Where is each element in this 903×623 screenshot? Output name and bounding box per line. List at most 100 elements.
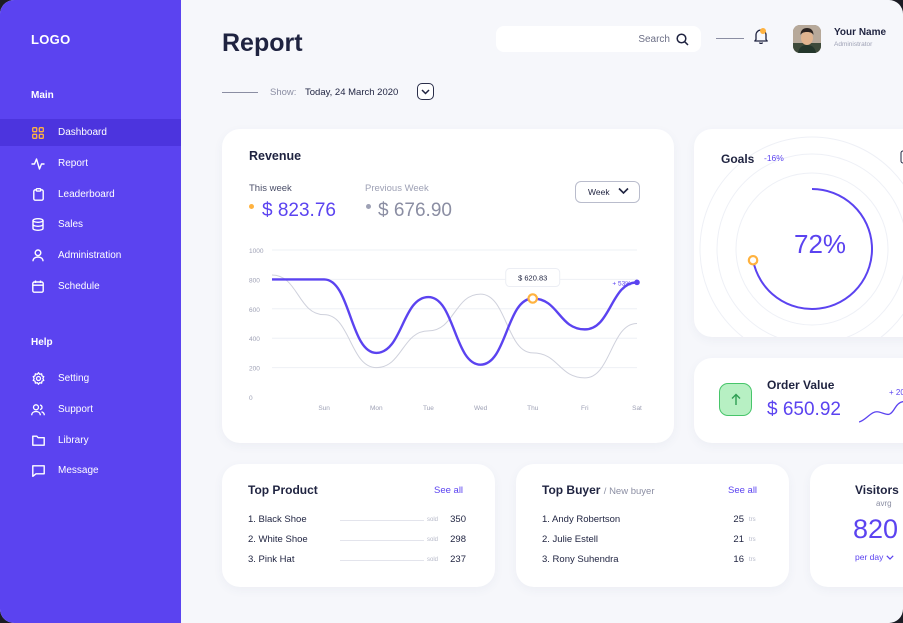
x-tick-label: Mon [370,405,383,412]
top-product-title: Top Product [248,483,318,497]
tooltip-value: $ 620.83 [518,274,547,283]
goals-background-rings [699,136,903,337]
list-item: 3. Pink Hat [248,554,295,565]
tooltip-box [505,268,561,288]
sidebar-item-administration[interactable]: Administration [0,242,181,269]
date-dropdown-button[interactable] [417,83,434,100]
x-tick-label: Fri [581,405,589,412]
sidebar: LOGO Main Dashboard Report Leaderboard S… [0,0,181,623]
row-divider [340,540,424,541]
users-icon [31,403,45,417]
sidebar-item-label: Setting [58,373,90,384]
sidebar-item-library[interactable]: Library [0,427,181,454]
row-unit: trs [749,557,756,563]
row-unit: sold [427,557,439,563]
visitors-subtitle: avrg [876,499,892,508]
top-product-see-all-link[interactable]: See all [434,485,464,496]
order-value-delta: + 20 [889,388,903,397]
row-divider [340,520,424,521]
goals-title: Goals [721,152,755,166]
goals-progress-ring [747,188,873,310]
sidebar-item-label: Leaderboard [58,189,115,200]
y-tick-label: 200 [249,366,260,373]
sidebar-item-message[interactable]: Message [0,457,181,484]
order-sparkline [859,401,903,423]
grid-icon [31,126,45,140]
user-name[interactable]: Your Name [834,27,887,38]
y-tick-label: 1000 [249,248,264,255]
row-value: 16 [733,554,744,565]
previous-week-legend-dot [366,204,371,209]
row-unit: sold [427,537,439,543]
chevron-down-icon [886,555,894,560]
arrow-up-icon [719,383,752,416]
visitors-title: Visitors [855,483,899,497]
y-tick-label: 600 [249,307,260,314]
sidebar-item-label: Sales [58,219,84,230]
sidebar-item-label: Dashboard [58,127,107,138]
end-point [634,279,640,286]
search-bar [496,26,701,52]
list-item: 1. Andy Robertson [542,514,621,525]
sidebar-item-support[interactable]: Support [0,396,181,423]
x-tick-label: Thu [527,405,539,412]
list-item: 2. White Shoe [248,534,308,545]
goals-card: Goals -16% 72% [694,129,903,337]
highlight-point [527,293,539,304]
goals-percent: 72% [794,229,847,259]
section-label-help: Help [31,337,53,348]
period-dropdown[interactable]: Week [575,181,640,203]
sidebar-item-sales[interactable]: Sales [0,211,181,238]
this-week-value: $ 823.76 [262,200,336,221]
x-tick-label: Sun [318,405,330,412]
series-line-previous-week [271,274,638,379]
this-week-label: This week [249,183,292,194]
section-label-main: Main [31,90,54,101]
sidebar-item-schedule[interactable]: Schedule [0,273,181,300]
revenue-card: Revenue This week Previous Week $ 823.76… [222,129,674,443]
search-icon[interactable] [676,32,689,46]
sidebar-item-label: Support [58,404,94,415]
sidebar-item-label: Message [58,465,99,476]
sidebar-item-dashboard[interactable]: Dashboard [0,119,181,146]
row-divider [340,560,424,561]
visitors-period-label: per day [855,552,884,562]
row-value: 298 [450,534,466,545]
sidebar-item-setting[interactable]: Setting [0,365,181,392]
clipboard-icon [31,188,45,202]
notification-dot [760,28,766,34]
user-role: Administrator [834,41,873,48]
search-input[interactable] [520,33,670,45]
sidebar-item-report[interactable]: Report [0,150,181,177]
list-item: 3. Rony Suhendra [542,554,619,565]
row-value: 21 [733,534,744,545]
logo: LOGO [31,32,71,47]
row-unit: trs [749,537,756,543]
x-tick-label: Tue [423,405,434,412]
folder-icon [31,434,45,448]
this-week-legend-dot [249,204,254,209]
activity-icon [31,157,45,171]
sidebar-item-label: Report [58,158,89,169]
show-label: Show: [270,87,297,98]
visitors-period-dropdown[interactable]: per day [855,552,894,562]
gear-icon [31,372,45,386]
row-value: 350 [450,514,466,525]
visitors-card: Visitors avrg 820 per day [810,464,903,587]
revenue-chart: 0 200 400 600 800 1000 Sun Mon Tue Wed Thu Fri Sat $ … [249,248,642,412]
x-tick-label: Wed [474,405,488,412]
sidebar-item-leaderboard[interactable]: Leaderboard [0,181,181,208]
y-tick-label: 400 [249,336,260,343]
top-buyer-title-text: Top Buyer [542,483,601,497]
x-tick-label: Sat [632,405,642,412]
y-tick-label: 800 [249,277,260,284]
series-line-this-week [272,278,638,366]
show-date: Today, 24 March 2020 [305,87,399,98]
avatar[interactable] [793,25,821,53]
row-unit: trs [749,517,756,523]
top-buyer-see-all-link[interactable]: See all [728,485,758,496]
visitors-value: 820 [853,514,899,544]
row-value: 237 [450,554,466,565]
user-icon [31,249,45,263]
header-divider [716,38,744,39]
